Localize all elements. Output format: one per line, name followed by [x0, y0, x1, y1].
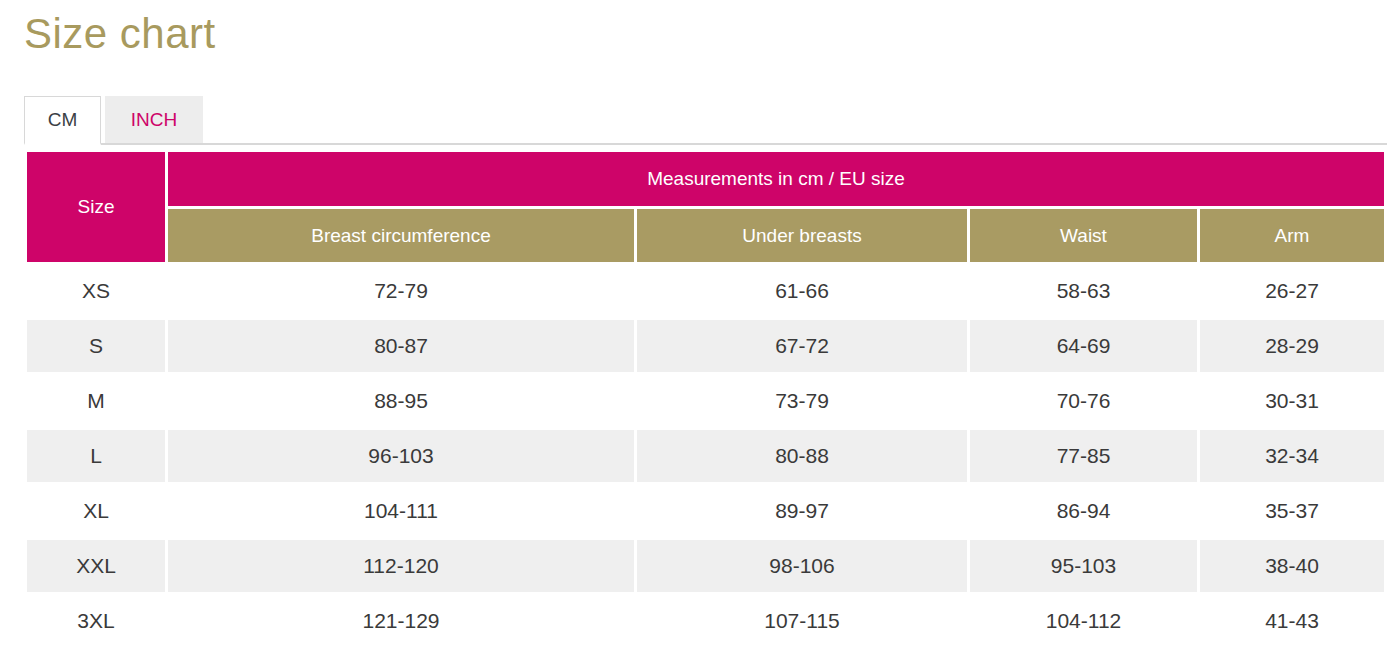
size-table: Size Measurements in cm / EU size Breast… [24, 149, 1387, 650]
measurement-cell: 73-79 [636, 374, 969, 429]
size-cell: L [26, 429, 167, 484]
measurement-cell: 72-79 [167, 264, 636, 319]
column-header-breast-circumference: Breast circumference [167, 208, 636, 264]
table-row: XS72-7961-6658-6326-27 [26, 264, 1386, 319]
measurement-cell: 107-115 [636, 594, 969, 649]
unit-tabs: CM INCH [24, 96, 1387, 145]
measurement-cell: 88-95 [167, 374, 636, 429]
measurement-cell: 58-63 [969, 264, 1199, 319]
measurement-cell: 26-27 [1199, 264, 1386, 319]
measurement-cell: 70-76 [969, 374, 1199, 429]
size-cell: S [26, 319, 167, 374]
measurement-cell: 61-66 [636, 264, 969, 319]
measurement-cell: 41-43 [1199, 594, 1386, 649]
measurement-cell: 67-72 [636, 319, 969, 374]
size-column-header: Size [26, 151, 167, 264]
table-row: 3XL121-129107-115104-11241-43 [26, 594, 1386, 649]
size-cell: XXL [26, 539, 167, 594]
measurement-cell: 96-103 [167, 429, 636, 484]
measurement-cell: 80-88 [636, 429, 969, 484]
measurement-cell: 104-112 [969, 594, 1199, 649]
column-header-under-breasts: Under breasts [636, 208, 969, 264]
measurement-cell: 77-85 [969, 429, 1199, 484]
size-chart-page: Size chart CM INCH Size Measurements in … [0, 0, 1395, 666]
measurement-cell: 112-120 [167, 539, 636, 594]
size-cell: 3XL [26, 594, 167, 649]
table-row: L96-10380-8877-8532-34 [26, 429, 1386, 484]
measurement-cell: 32-34 [1199, 429, 1386, 484]
measurement-cell: 30-31 [1199, 374, 1386, 429]
measurement-cell: 35-37 [1199, 484, 1386, 539]
size-cell: XS [26, 264, 167, 319]
measurement-cell: 121-129 [167, 594, 636, 649]
measurement-cell: 86-94 [969, 484, 1199, 539]
measurement-cell: 28-29 [1199, 319, 1386, 374]
measurement-cell: 98-106 [636, 539, 969, 594]
size-cell: M [26, 374, 167, 429]
measurements-group-header: Measurements in cm / EU size [167, 151, 1386, 208]
size-cell: XL [26, 484, 167, 539]
measurement-cell: 38-40 [1199, 539, 1386, 594]
page-title: Size chart [24, 8, 1387, 60]
table-row: XL104-11189-9786-9435-37 [26, 484, 1386, 539]
table-row: M88-9573-7970-7630-31 [26, 374, 1386, 429]
measurement-cell: 64-69 [969, 319, 1199, 374]
tab-inch[interactable]: INCH [105, 96, 203, 143]
measurement-cell: 95-103 [969, 539, 1199, 594]
table-row: S80-8767-7264-6928-29 [26, 319, 1386, 374]
tab-cm[interactable]: CM [24, 96, 101, 145]
size-table-body: XS72-7961-6658-6326-27S80-8767-7264-6928… [26, 264, 1386, 649]
measurement-cell: 104-111 [167, 484, 636, 539]
table-row: XXL112-12098-10695-10338-40 [26, 539, 1386, 594]
column-header-arm: Arm [1199, 208, 1386, 264]
measurement-cell: 80-87 [167, 319, 636, 374]
measurement-cell: 89-97 [636, 484, 969, 539]
column-header-waist: Waist [969, 208, 1199, 264]
